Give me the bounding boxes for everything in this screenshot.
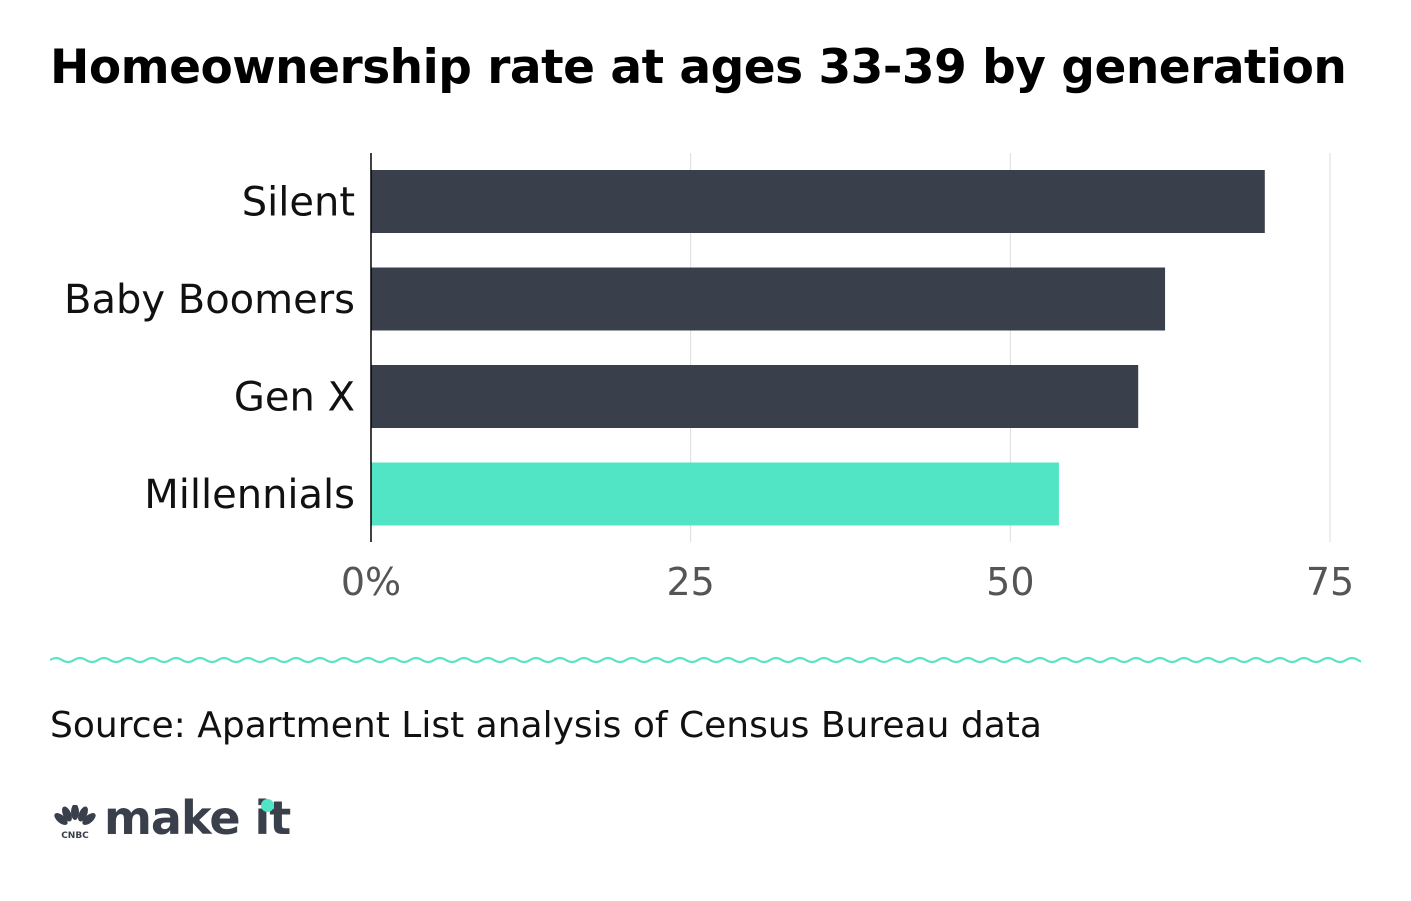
category-label: Silent xyxy=(242,180,355,226)
category-label: Gen X xyxy=(234,375,355,421)
category-label: Baby Boomers xyxy=(64,277,355,323)
peacock-icon: CNBC xyxy=(54,805,96,839)
x-tick-label: 25 xyxy=(666,560,714,604)
bar-millennials xyxy=(371,462,1059,526)
cnbc-make-it-logo: CNBC make it xyxy=(52,791,291,845)
bar-gen-x xyxy=(371,365,1139,428)
bar-chart: Silent Baby Boomers Gen X Millennials 0% 25 5… xyxy=(64,153,1354,604)
wave-divider xyxy=(50,657,1361,663)
x-tick-labels: 0% 25 50 75 xyxy=(341,560,1354,604)
bar-baby-boomers xyxy=(371,267,1166,331)
x-tick-label: 75 xyxy=(1306,560,1354,604)
source-note: Source: Apartment List analysis of Censu… xyxy=(50,705,1042,746)
brand-product-label: make it xyxy=(104,791,291,845)
bar-silent xyxy=(371,170,1265,233)
x-tick-label: 50 xyxy=(986,560,1034,604)
brand-dot-icon xyxy=(261,799,274,812)
x-tick-label: 0% xyxy=(341,560,401,604)
category-label: Millennials xyxy=(144,472,355,518)
wave-line xyxy=(50,657,1361,663)
bars xyxy=(371,170,1265,526)
category-labels: Silent Baby Boomers Gen X Millennials xyxy=(64,180,355,519)
chart-title: Homeownership rate at ages 33-39 by gene… xyxy=(50,40,1347,95)
brand-network-label: CNBC xyxy=(61,831,89,839)
